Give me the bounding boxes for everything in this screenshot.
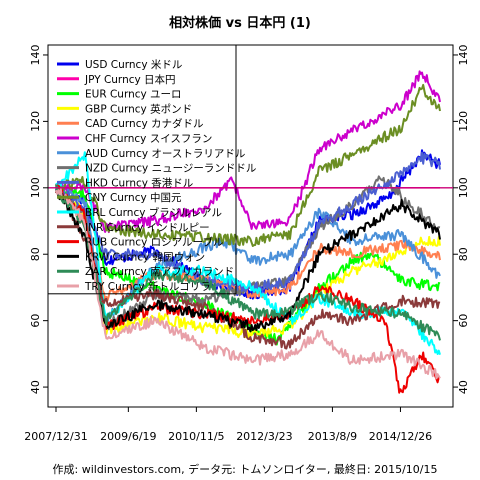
- legend-label: GBP Curncy 英ポンド: [85, 102, 192, 115]
- y-tick-label-right: 100: [457, 177, 470, 198]
- series-line: [55, 151, 441, 294]
- x-tick-label: 2013/8/9: [308, 430, 357, 443]
- x-tick-label: 2014/12/26: [369, 430, 432, 443]
- y-tick-label-left: 80: [29, 247, 42, 261]
- legend-label: CAD Curncy カナダドル: [85, 117, 204, 130]
- y-tick-label-right: 140: [457, 44, 470, 65]
- y-tick-label-left: 140: [29, 44, 42, 65]
- y-tick-label-left: 40: [29, 380, 42, 394]
- legend: USD Curncy 米ドル JPY Curncy 日本円 EUR Curncy ユ…: [47, 44, 256, 295]
- series-line: [55, 83, 441, 247]
- plot-area: 40 40 60 60 80 80 100 100 120 120 140 140 2007/12/31…: [24, 44, 470, 443]
- legend-label: CHF Curncy スイスフラン: [85, 133, 212, 145]
- x-tick-label: 2012/3/23: [236, 430, 292, 443]
- series-line: [55, 184, 441, 350]
- x-tick-label: 2009/6/19: [100, 430, 156, 443]
- legend-label: AUD Curncy オーストラリアドル: [85, 148, 245, 160]
- series-line: [55, 188, 441, 380]
- y-tick-label-left: 60: [29, 314, 42, 328]
- legend-label: EUR Curncy ユーロ: [85, 89, 182, 101]
- legend-label: RUB Curncy ロシアルーブル: [85, 236, 223, 249]
- series-line: [55, 188, 441, 333]
- legend-label: USD Curncy 米ドル: [85, 58, 182, 71]
- y-tick-label-right: 120: [457, 111, 470, 132]
- y-tick-label-right: 40: [457, 380, 470, 394]
- y-tick-label-right: 80: [457, 247, 470, 261]
- x-tick-label: 2007/12/31: [24, 430, 87, 443]
- y-tick-label-left: 100: [29, 177, 42, 198]
- x-tick-label: 2010/11/5: [168, 430, 224, 443]
- chart-caption: 作成: wildinvestors.com, データ元: トムソンロイター, 最…: [53, 462, 438, 476]
- y-tick-label-right: 60: [457, 314, 470, 328]
- legend-label: HKD Curncy 香港ドル: [85, 177, 193, 189]
- legend-box: [47, 44, 237, 295]
- legend-label: TRY Curncy 新トルコリラ: [84, 280, 211, 293]
- y-tick-label-left: 120: [29, 111, 42, 132]
- legend-label: CNY Curncy 中国元: [85, 191, 182, 204]
- legend-label: INR Curncy インドルピー: [85, 222, 210, 234]
- legend-label: NZD Curncy ニュージーランドドル: [85, 163, 256, 175]
- legend-label: BRL Curncy ブラジルレアル: [85, 206, 222, 219]
- legend-label: KRW Curncy 韓国ウォン: [85, 251, 205, 263]
- series-line: [55, 185, 441, 341]
- series-line: [55, 186, 441, 340]
- legend-label: ZAR Curncy 南アフリカランド: [85, 265, 234, 278]
- series-line: [55, 184, 441, 394]
- chart-title: 相対株価 vs 日本円 (1): [169, 15, 311, 31]
- series-line: [55, 183, 441, 302]
- legend-label: JPY Curncy 日本円: [84, 73, 176, 86]
